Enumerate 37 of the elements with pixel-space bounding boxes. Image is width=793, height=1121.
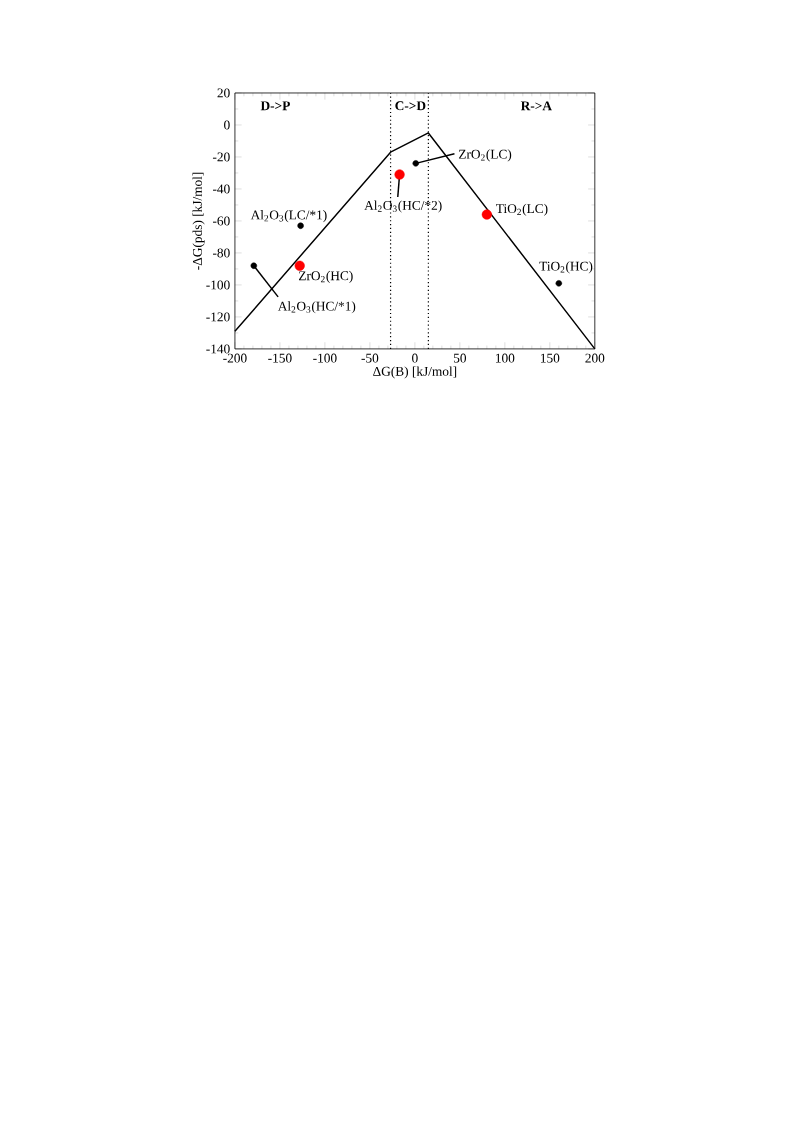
y-tick-label: -100	[206, 280, 230, 290]
y-tick-label: -120	[206, 312, 230, 322]
point	[412, 160, 419, 167]
y-tick-label: -140	[206, 344, 230, 354]
annotation: C->D	[395, 101, 426, 111]
annotation: TiO$_{2}$(LC)	[496, 203, 548, 216]
annotation: ZrO$_{2}$(LC)	[458, 149, 512, 162]
point	[555, 280, 562, 287]
x-tick-label: -100	[313, 353, 337, 363]
y-tick-label: -80	[212, 248, 230, 258]
annotation: D->P	[260, 101, 290, 111]
point	[481, 209, 492, 220]
annotation: TiO$_{2}$(HC)	[539, 261, 593, 274]
y-axis-title: -ΔG(pds) [kJ/mol]	[192, 172, 205, 270]
y-tick-label: -20	[212, 152, 230, 162]
x-tick-label: 50	[453, 353, 466, 363]
annotation: Al$_{2}$O$_{3}$(LC/*1)	[250, 210, 327, 223]
point	[250, 262, 257, 269]
point	[297, 222, 304, 229]
annotation: Al$_{2}$O$_{3}$(HC/*1)	[277, 301, 356, 314]
y-tick-label: -40	[212, 184, 230, 194]
annotation: Al$_{2}$O$_{3}$(HC/*2)	[364, 200, 442, 213]
x-tick-label: 150	[540, 353, 560, 363]
y-tick-label: -60	[212, 216, 230, 226]
x-tick-label: 0	[412, 353, 418, 363]
annotation: ZrO$_{2}$(HC)	[298, 270, 353, 283]
point	[394, 169, 405, 180]
y-tick-label: 20	[217, 88, 230, 98]
x-tick-label: 200	[585, 353, 605, 363]
x-tick-label: -200	[223, 353, 247, 363]
x-tick-label: -150	[268, 353, 292, 363]
point	[294, 260, 305, 271]
x-tick-label: 100	[495, 353, 515, 363]
x-axis-title: ΔG(B) [kJ/mol]	[373, 366, 457, 379]
annotation: R->A	[520, 101, 552, 111]
y-tick-label: 0	[224, 120, 230, 130]
x-tick-label: -50	[361, 353, 379, 363]
